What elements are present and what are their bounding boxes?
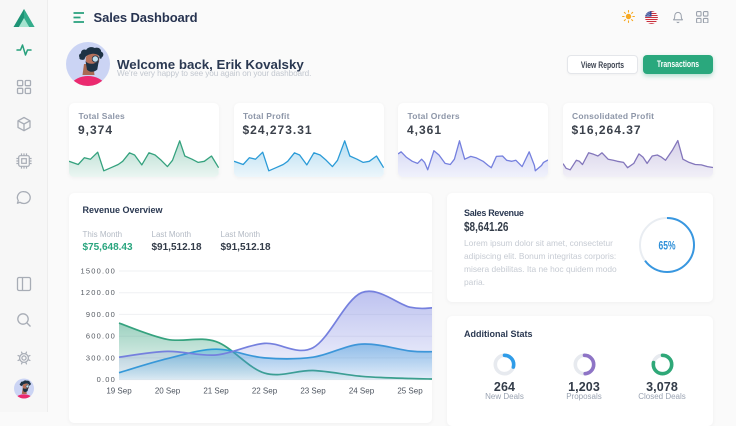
svg-text:20 Sep: 20 Sep [155, 387, 181, 396]
svg-text:21 Sep: 21 Sep [203, 387, 229, 396]
svg-text:23 Sep: 23 Sep [300, 387, 326, 396]
svg-text:300.00: 300.00 [86, 353, 116, 362]
svg-text:24 Sep: 24 Sep [349, 387, 375, 396]
svg-text:900.00: 900.00 [86, 310, 116, 319]
svg-text:22 Sep: 22 Sep [252, 387, 278, 396]
svg-text:0.00: 0.00 [97, 375, 116, 384]
svg-text:65%: 65% [658, 240, 675, 253]
svg-text:600.00: 600.00 [86, 332, 116, 341]
svg-text:1200.00: 1200.00 [80, 288, 116, 297]
svg-text:19 Sep: 19 Sep [106, 387, 132, 396]
svg-text:25 Sep: 25 Sep [397, 387, 423, 396]
svg-text:1500.00: 1500.00 [80, 267, 116, 276]
